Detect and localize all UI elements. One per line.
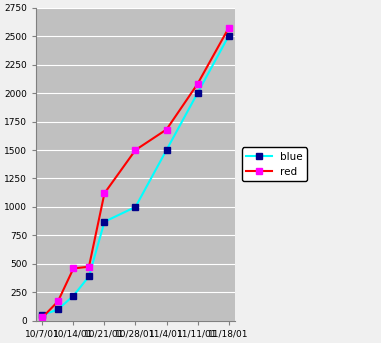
red [195,82,200,86]
blue [226,34,231,38]
blue [71,294,76,298]
blue [164,148,169,152]
Line: red: red [40,25,231,320]
red [102,191,107,195]
blue [86,274,91,279]
blue [195,91,200,95]
Line: blue: blue [40,33,231,318]
red [164,128,169,132]
red [71,267,76,271]
red [56,299,60,304]
red [226,26,231,30]
red [86,265,91,269]
red [133,148,138,152]
blue [56,307,60,311]
Legend: blue, red: blue, red [242,147,307,181]
blue [133,205,138,209]
blue [102,220,107,224]
blue [40,313,45,317]
red [40,315,45,319]
